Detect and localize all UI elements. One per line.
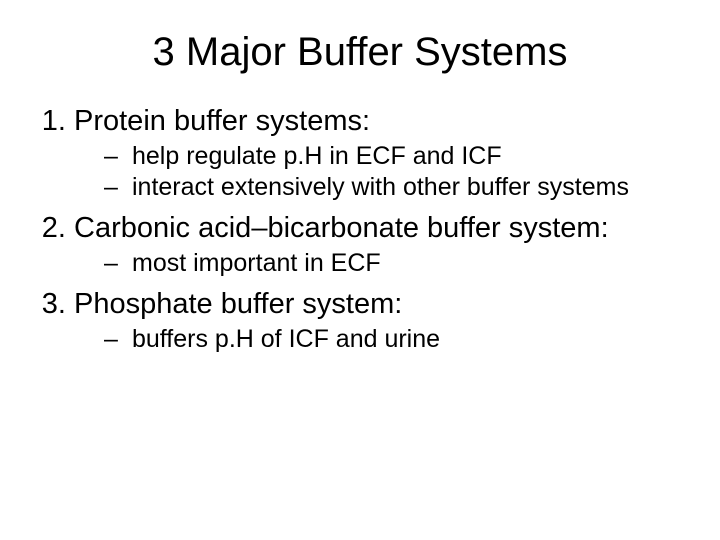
- list-item: Protein buffer systems: help regulate p.…: [74, 105, 680, 202]
- list-item: Carbonic acid–bicarbonate buffer system:…: [74, 212, 680, 278]
- sub-list: most important in ECF: [74, 249, 680, 278]
- sub-list: help regulate p.H in ECF and ICF interac…: [74, 142, 680, 202]
- sub-item: most important in ECF: [104, 249, 680, 278]
- sub-item: interact extensively with other buffer s…: [104, 173, 680, 202]
- main-item-label: Protein buffer systems:: [74, 105, 370, 137]
- list-item: Phosphate buffer system: buffers p.H of …: [74, 288, 680, 354]
- main-item-label: Phosphate buffer system:: [74, 288, 402, 320]
- slide-title: 3 Major Buffer Systems: [40, 30, 680, 75]
- sub-item: help regulate p.H in ECF and ICF: [104, 142, 680, 171]
- slide: 3 Major Buffer Systems Protein buffer sy…: [0, 0, 720, 540]
- main-item-label: Carbonic acid–bicarbonate buffer system:: [74, 212, 609, 244]
- main-list: Protein buffer systems: help regulate p.…: [40, 105, 680, 354]
- sub-list: buffers p.H of ICF and urine: [74, 325, 680, 354]
- sub-item: buffers p.H of ICF and urine: [104, 325, 680, 354]
